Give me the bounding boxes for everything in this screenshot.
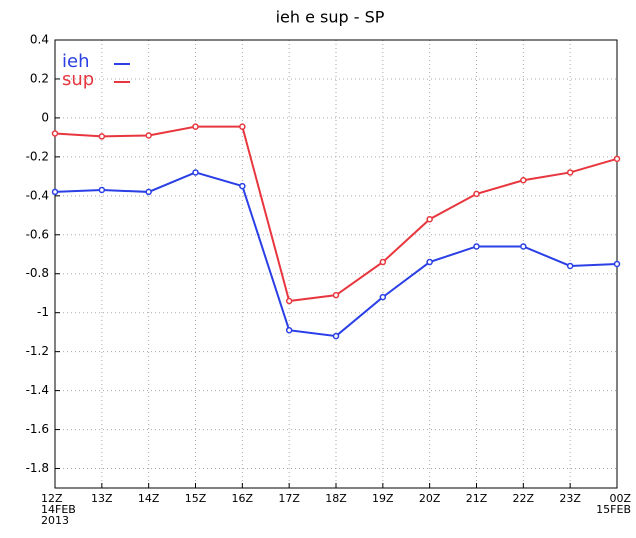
y-tick-label: -1.8 [26, 461, 49, 475]
y-tick-label: -0.2 [26, 149, 49, 163]
point [98, 186, 106, 194]
y-tick-label: 0.2 [30, 71, 49, 85]
x-tick-label: 23Z [559, 492, 581, 505]
point [566, 262, 574, 270]
point [473, 190, 480, 198]
x-tick-label: 19Z [372, 492, 394, 505]
point [520, 243, 527, 250]
point [426, 215, 433, 223]
point [192, 123, 199, 130]
x-tick-label: 21Z [465, 492, 488, 505]
chart-title: ieh e sup - SP [276, 8, 385, 27]
x-tick-label: 00Z 15FEB [596, 492, 631, 516]
y-tick-label: -1 [37, 305, 49, 319]
point [239, 123, 246, 130]
point [332, 291, 340, 299]
point [192, 169, 199, 176]
point [98, 133, 106, 140]
y-tick-label: -1.4 [26, 383, 49, 397]
y-tick-label: -1.2 [26, 344, 49, 358]
y-tick-label: -0.8 [26, 266, 49, 280]
legend-label: ieh [62, 51, 89, 72]
point [379, 293, 387, 301]
y-tick-label: -1.6 [26, 422, 49, 436]
x-tick-label: 15Z [184, 492, 207, 505]
point [239, 182, 246, 190]
y-tick-label: 0 [41, 110, 49, 124]
point [51, 188, 59, 196]
x-tick-label: 20Z [418, 492, 441, 505]
y-tick-label: -0.6 [26, 227, 49, 241]
x-tick-label: 16Z [231, 492, 254, 505]
legend-label: sup [62, 69, 94, 90]
point [613, 260, 621, 268]
y-tick-label: -0.4 [26, 188, 49, 202]
point [473, 243, 480, 250]
point [145, 132, 152, 139]
x-tick-label: 13Z [91, 492, 113, 505]
point [285, 326, 293, 334]
point [379, 258, 387, 266]
point [285, 297, 293, 305]
point [426, 258, 433, 266]
point [520, 176, 527, 184]
point [145, 188, 152, 196]
x-tick-label: 14Z [137, 492, 160, 505]
x-tick-label: 17Z [278, 492, 300, 505]
point [332, 332, 340, 340]
point [566, 169, 574, 176]
y-tick-label: 0.4 [30, 33, 49, 47]
point [613, 155, 621, 163]
x-tick-label: 18Z [325, 492, 347, 505]
point [51, 130, 59, 137]
x-tick-label: 12Z 14FEB 2013 [41, 492, 76, 527]
x-tick-label: 22Z [512, 492, 535, 505]
